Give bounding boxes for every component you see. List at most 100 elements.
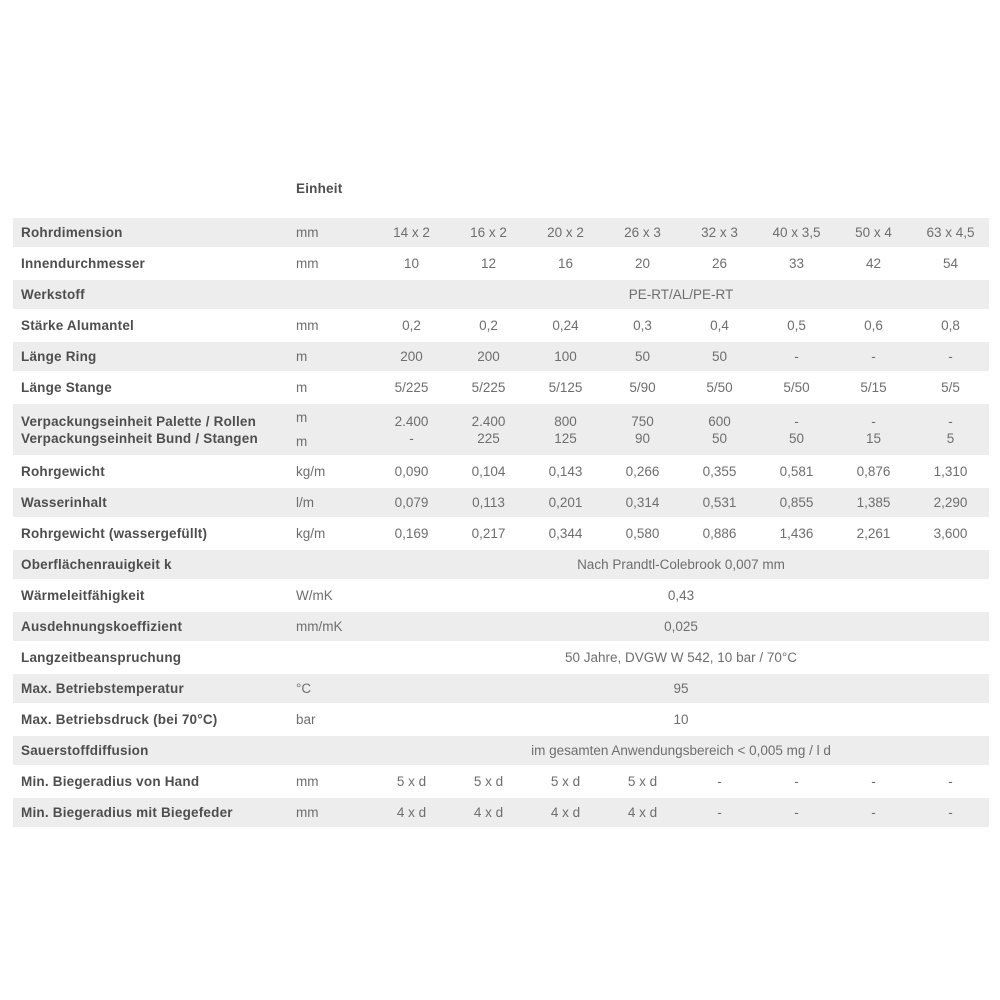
table-row: Max. Betriebsdruck (bei 70°C) bar 10: [13, 705, 989, 734]
table-row: Wasserinhalt l/m 0,079 0,113 0,201 0,314 0,531…: [13, 488, 989, 517]
table-row: Werkstoff PE-RT/AL/PE-RT: [13, 280, 989, 309]
unit-cell: kg/m: [296, 526, 326, 541]
value-cell: 0,201: [527, 488, 604, 517]
value-cell: 5 x d: [473, 774, 504, 789]
value-cell: 32 x 3: [681, 218, 758, 247]
value-cell: 200: [373, 342, 450, 371]
row-label: Wärmeleitfähigkeit: [21, 588, 145, 603]
value-cell: 2.400 225: [450, 404, 527, 455]
value-cell: 1,385: [835, 488, 912, 517]
value-cell: 0,355: [702, 464, 737, 479]
unit-cell: m: [282, 342, 373, 371]
value-cell: 200: [450, 342, 527, 371]
value-cell: 0,886: [702, 526, 737, 541]
value-cell: 4 x d: [527, 798, 604, 827]
value-cell: 5/5: [941, 380, 960, 395]
value-cell: 12: [480, 256, 497, 271]
value-cell: 0,2: [402, 318, 421, 333]
row-label: Wasserinhalt: [13, 488, 282, 517]
span-value-cell: 0,025: [373, 612, 989, 641]
unit-cell: mm: [282, 798, 373, 827]
span-value-cell: Nach Prandtl-Colebrook 0,007 mm: [373, 550, 989, 579]
value-cell: 5 x d: [627, 774, 658, 789]
value-cell: 0,3: [633, 318, 652, 333]
value-cell: 800 125: [527, 404, 604, 455]
value-cell: 20: [634, 256, 651, 271]
value-cell: 0,217: [471, 526, 506, 541]
value-cell: 0,531: [681, 488, 758, 517]
value-cell: 1,436: [779, 526, 814, 541]
value-cell: 0,079: [373, 488, 450, 517]
unit-cell: [282, 550, 373, 579]
value-cell: -: [912, 798, 989, 827]
value-cell: 20 x 2: [527, 218, 604, 247]
table-row: Rohrgewicht (wassergefüllt) kg/m 0,169 0,21…: [13, 519, 989, 548]
unit-cell: mm: [282, 218, 373, 247]
value-cell: 16: [557, 256, 574, 271]
table-row: Min. Biegeradius von Hand mm 5 x d 5 x d 5 x…: [13, 767, 989, 796]
value-cell: 33: [788, 256, 805, 271]
value-cell: 26: [711, 256, 728, 271]
value-cell: -: [717, 774, 722, 789]
value-cell: 40 x 3,5: [758, 218, 835, 247]
value-cell: 100: [527, 342, 604, 371]
value-cell: 5/90: [629, 380, 656, 395]
value-cell: 50 x 4: [835, 218, 912, 247]
table-row: Langzeitbeanspruchung 50 Jahre, DVGW W 54…: [13, 643, 989, 672]
unit-cell: kg/m: [296, 464, 326, 479]
value-cell: 63 x 4,5: [912, 218, 989, 247]
table-row: Ausdehnungskoeffizient mm/mK 0,025: [13, 612, 989, 641]
unit-cell: mm: [296, 256, 319, 271]
span-value-cell: 95: [373, 674, 989, 703]
value-cell: 0,2: [479, 318, 498, 333]
value-cell: -: [835, 342, 912, 371]
unit-cell: [282, 643, 373, 672]
row-label: Min. Biegeradius mit Biegefeder: [13, 798, 282, 827]
value-cell: -: [794, 774, 799, 789]
table-row: Stärke Alumantel mm 0,2 0,2 0,24 0,3 0,4 0,5 0,6…: [13, 311, 989, 340]
value-cell: -: [835, 798, 912, 827]
value-cell: 16 x 2: [450, 218, 527, 247]
value-cell: 5/225: [394, 380, 429, 395]
unit-cell: mm/mK: [282, 612, 373, 641]
value-cell: 3,600: [933, 526, 968, 541]
row-label: Min. Biegeradius von Hand: [21, 774, 200, 789]
value-cell: 0,876: [856, 464, 891, 479]
row-label: Innendurchmesser: [21, 256, 145, 271]
value-cell: 0,580: [625, 526, 660, 541]
row-label: Max. Betriebsdruck (bei 70°C): [21, 712, 218, 727]
value-cell: -50: [758, 404, 835, 455]
value-cell: 42: [865, 256, 882, 271]
einheit-column-header: Einheit: [296, 181, 343, 196]
span-value-cell: 0,43: [667, 588, 695, 603]
span-value-cell: im gesamten Anwendungsbereich < 0,005 mg…: [373, 736, 989, 765]
row-label: Werkstoff: [13, 280, 282, 309]
row-label: Verpackungseinheit Palette / Rollen Verpa…: [13, 404, 282, 455]
value-cell: -: [948, 774, 953, 789]
value-cell: 4 x d: [373, 798, 450, 827]
row-label: Rohrgewicht (wassergefüllt): [21, 526, 208, 541]
value-cell: 0,266: [625, 464, 660, 479]
table-row: Verpackungseinheit Palette / Rollen Verpa…: [13, 404, 989, 455]
value-cell: 0,090: [394, 464, 429, 479]
value-cell: 0,113: [450, 488, 527, 517]
value-cell: -: [758, 798, 835, 827]
value-cell: 5/50: [706, 380, 733, 395]
unit-cell: [282, 736, 373, 765]
value-cell: 0,855: [758, 488, 835, 517]
unit-cell: [282, 280, 373, 309]
value-cell: 5/15: [860, 380, 887, 395]
value-cell: 0,581: [779, 464, 814, 479]
row-label: Rohrdimension: [13, 218, 282, 247]
row-label: Stärke Alumantel: [21, 318, 134, 333]
unit-cell: m: [296, 380, 308, 395]
value-cell: -15: [835, 404, 912, 455]
value-cell: -: [912, 342, 989, 371]
value-cell: 0,344: [548, 526, 583, 541]
value-cell: 0,4: [710, 318, 729, 333]
row-label: Ausdehnungskoeffizient: [13, 612, 282, 641]
value-cell: 50: [681, 342, 758, 371]
